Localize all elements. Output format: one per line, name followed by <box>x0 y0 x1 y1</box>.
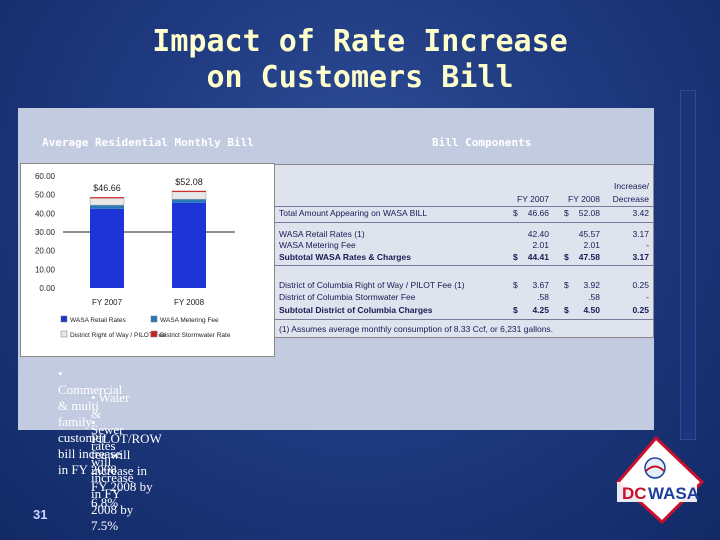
y-tick-label: 40.00 <box>35 209 56 218</box>
bar-segment <box>172 199 206 203</box>
bar-segment <box>172 190 206 192</box>
row-footnote: (1) Assumes average monthly consumption … <box>275 324 653 335</box>
total-fy2008: 52.08 <box>578 208 600 218</box>
meter-fy2007: 2.01 <box>532 240 549 250</box>
avg-bill-heading: Average Residential Monthly Bill <box>42 136 254 149</box>
header-decrease: Decrease <box>612 194 649 204</box>
y-tick-label: 0.00 <box>39 284 55 293</box>
svg-text:DC: DC <box>622 484 647 503</box>
total-change: 3.42 <box>632 208 649 218</box>
legend-label: WASA Metering Fee <box>160 317 219 324</box>
meter-label: WASA Metering Fee <box>279 240 356 250</box>
table-rule <box>275 206 653 207</box>
bar-segment <box>90 208 124 288</box>
total-label: Total Amount Appearing on WASA BILL <box>279 208 428 218</box>
legend-label: District Right of Way / PILOT Fee <box>70 332 166 339</box>
bar-data-label: $52.08 <box>175 177 203 187</box>
retail-fy2008: 45.57 <box>578 229 600 239</box>
legend-swatch <box>150 315 158 323</box>
bill-components-table: Increase/ FY 2007 FY 2008 Decrease Total… <box>274 164 654 338</box>
bar-segment <box>90 197 124 199</box>
total-dollar-2008: $ <box>564 208 569 218</box>
header-fy2008: FY 2008 <box>568 194 600 204</box>
bill-components-heading: Bill Components <box>432 136 532 149</box>
bar-segment <box>172 202 206 288</box>
pilot-dollar-2007: $ <box>513 280 518 290</box>
svg-text:WASA: WASA <box>648 484 699 503</box>
legend-label: WASA Retail Rates <box>70 317 127 324</box>
row-sub-wasa: Subtotal WASA Rates & Charges $ 44.41 $ … <box>275 252 653 263</box>
meter-fy2008: 2.01 <box>583 240 600 250</box>
y-tick-label: 60.00 <box>35 172 56 181</box>
bar-segment <box>90 205 124 209</box>
y-tick-label: 20.00 <box>35 247 56 256</box>
sub-wasa-dollar-2008: $ <box>564 252 569 262</box>
legend-swatch <box>150 330 158 338</box>
x-category-label: FY 2007 <box>92 298 123 307</box>
total-dollar-2007: $ <box>513 208 518 218</box>
retail-label: WASA Retail Rates (1) <box>279 229 365 239</box>
page-number: 31 <box>33 507 48 522</box>
bullet-commercial: • Commercial & multi family customer bil… <box>58 366 123 477</box>
bar-segment <box>171 191 207 200</box>
y-tick-label: 50.00 <box>35 191 56 200</box>
slide-title: Impact of Rate Increase on Customers Bil… <box>0 24 720 96</box>
sub-dc-fy2007: 4.25 <box>532 305 549 315</box>
legend-swatch <box>60 315 68 323</box>
bullet-water-sewer: • Water & Sewer rates will increase in F… <box>91 390 134 533</box>
sub-wasa-label: Subtotal WASA Rates & Charges <box>279 252 411 262</box>
row-total: Total Amount Appearing on WASA BILL $ 46… <box>275 208 653 219</box>
bar-segment <box>89 198 125 206</box>
header-fy2007: FY 2007 <box>517 194 549 204</box>
avg-bill-chart: 60.00 50.00 40.00 30.00 20.00 10.00 0.00 $46.66… <box>20 163 275 357</box>
sub-dc-change: 0.25 <box>632 305 649 315</box>
bullet-pilot-row: • PILOT/ROW fee will increase in FY 2008… <box>91 415 162 510</box>
pilot-change: 0.25 <box>632 280 649 290</box>
pilot-label: District of Columbia Right of Way / PILO… <box>279 280 465 290</box>
storm-fy2008: .58 <box>588 292 600 302</box>
sub-dc-dollar-2007: $ <box>513 305 518 315</box>
pilot-fy2007: 3.67 <box>532 280 549 290</box>
row-sub-dc: Subtotal District of Columbia Charges $ … <box>275 305 653 316</box>
sub-dc-label: Subtotal District of Columbia Charges <box>279 305 433 315</box>
title-line-1: Impact of Rate Increase <box>152 24 568 59</box>
bar-chart-svg: 60.00 50.00 40.00 30.00 20.00 10.00 0.00 $46.66… <box>35 172 235 339</box>
table-rule <box>275 319 653 320</box>
storm-change: - <box>646 292 649 302</box>
table-rule <box>275 222 653 223</box>
y-tick-label: 30.00 <box>35 228 56 237</box>
table-footnote: (1) Assumes average monthly consumption … <box>279 324 554 334</box>
row-retail: WASA Retail Rates (1) 42.40 45.57 3.17 <box>275 229 653 240</box>
meter-change: - <box>646 240 649 250</box>
storm-label: District of Columbia Stormwater Fee <box>279 292 416 302</box>
pilot-fy2008: 3.92 <box>583 280 600 290</box>
decorative-side-bar <box>680 90 696 440</box>
row-meter: WASA Metering Fee 2.01 2.01 - <box>275 240 653 251</box>
dcwasa-logo: DC WASA <box>612 435 708 525</box>
sub-dc-dollar-2008: $ <box>564 305 569 315</box>
legend-label: District Stormwater Rate <box>160 332 231 339</box>
sub-dc-fy2008: 4.50 <box>583 305 600 315</box>
sub-wasa-dollar-2007: $ <box>513 252 518 262</box>
legend-swatch <box>60 330 68 338</box>
storm-fy2007: .58 <box>537 292 549 302</box>
row-pilot: District of Columbia Right of Way / PILO… <box>275 280 653 291</box>
dc-map-logo-icon: DC WASA <box>615 435 705 525</box>
retail-fy2007: 42.40 <box>527 229 549 239</box>
title-line-2: on Customers Bill <box>206 60 514 95</box>
y-tick-label: 10.00 <box>35 265 56 274</box>
row-storm: District of Columbia Stormwater Fee .58 … <box>275 292 653 303</box>
x-category-label: FY 2008 <box>174 298 205 307</box>
total-fy2007: 46.66 <box>527 208 549 218</box>
sub-wasa-fy2008: 47.58 <box>578 252 600 262</box>
retail-change: 3.17 <box>632 229 649 239</box>
sub-wasa-change: 3.17 <box>632 252 649 262</box>
bar-data-label: $46.66 <box>93 183 121 193</box>
header-increase: Increase/ <box>614 181 649 191</box>
pilot-dollar-2008: $ <box>564 280 569 290</box>
table-rule <box>275 265 653 266</box>
sub-wasa-fy2007: 44.41 <box>527 252 549 262</box>
